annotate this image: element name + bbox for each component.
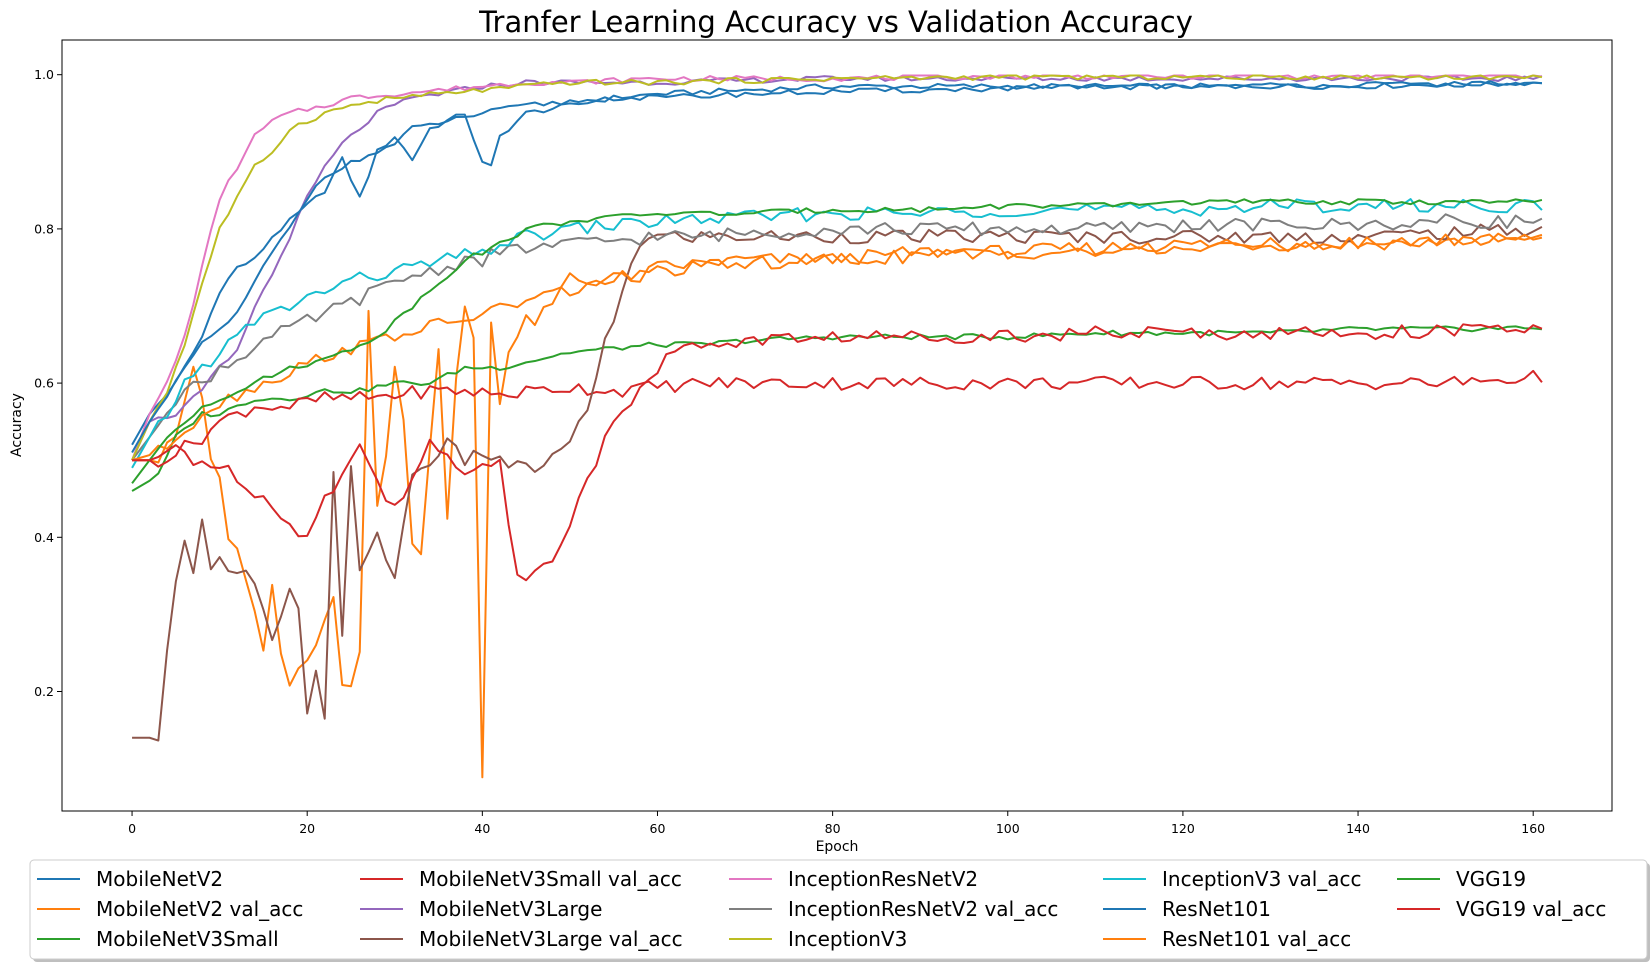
y-tick-label: 0.8 xyxy=(34,221,54,236)
legend-item-vgg19-val-acc: VGG19 val_acc xyxy=(1397,897,1606,921)
series-line-inceptionv3 xyxy=(131,74,1543,461)
x-tick-label: 100 xyxy=(996,821,1020,836)
legend-item-resnet101: ResNet101 xyxy=(1103,897,1271,921)
x-tick-label: 40 xyxy=(474,821,490,836)
legend-item-mobilenetv3large: MobileNetV3Large xyxy=(360,897,602,921)
legend-label: MobileNetV3Small xyxy=(96,927,279,951)
legend-label: VGG19 xyxy=(1456,867,1526,891)
legend-item-vgg19: VGG19 xyxy=(1397,867,1526,891)
series-line-resnet101-val-acc xyxy=(131,232,1543,462)
x-tick-label: 20 xyxy=(299,821,315,836)
series-line-inceptionresnetv2-val-acc xyxy=(131,213,1543,461)
x-tick-label: 160 xyxy=(1521,821,1545,836)
legend-item-mobilenetv3small-val-acc: MobileNetV3Small val_acc xyxy=(360,867,682,891)
series-line-inceptionv3-val-acc xyxy=(131,198,1543,469)
legend-label: ResNet101 xyxy=(1162,897,1271,921)
legend-item-inceptionv3-val-acc: InceptionV3 val_acc xyxy=(1103,867,1362,891)
x-axis-label: Epoch xyxy=(816,839,859,855)
y-tick-label: 1.0 xyxy=(34,67,54,82)
legend-label: MobileNetV2 val_acc xyxy=(96,897,303,921)
legend-item-inceptionv3: InceptionV3 xyxy=(729,927,907,951)
legend-label: MobileNetV3Small val_acc xyxy=(419,867,682,891)
series-line-inceptionresnetv2 xyxy=(131,74,1543,461)
legend-label: MobileNetV3Large val_acc xyxy=(419,927,683,951)
series-layer xyxy=(131,74,1543,779)
legend-item-mobilenetv2-val-acc: MobileNetV2 val_acc xyxy=(37,897,303,921)
series-line-mobilenetv2 xyxy=(131,79,1543,446)
legend-box xyxy=(29,859,1648,960)
plot-frame xyxy=(61,39,1613,812)
x-tick-label: 140 xyxy=(1346,821,1370,836)
legend-item-inceptionresnetv2: InceptionResNetV2 xyxy=(729,867,978,891)
y-axis-ticks: 0.2 0.4 0.6 0.8 1.0 xyxy=(34,67,62,699)
series-line-vgg19-val-acc xyxy=(132,323,1543,582)
x-tick-label: 60 xyxy=(650,821,666,836)
y-tick-label: 0.2 xyxy=(34,684,54,699)
legend-items: MobileNetV2 MobileNetV2 val_acc MobileNetV… xyxy=(37,867,1606,951)
y-tick-label: 0.4 xyxy=(34,530,54,545)
legend: MobileNetV2 MobileNetV2 val_acc MobileNetV… xyxy=(29,859,1650,962)
chart-title: Tranfer Learning Accuracy vs Validation … xyxy=(478,5,1193,39)
legend-label: InceptionV3 val_acc xyxy=(1162,867,1362,891)
series-line-mobilenetv3large-val-acc xyxy=(132,223,1543,742)
legend-item-inceptionresnetv2-val-acc: InceptionResNetV2 val_acc xyxy=(729,897,1058,921)
legend-item-mobilenetv3large-val-acc: MobileNetV3Large val_acc xyxy=(360,927,683,951)
legend-label: InceptionResNetV2 val_acc xyxy=(788,897,1058,921)
series-line-mobilenetv3large xyxy=(131,74,1543,461)
series-line-mobilenetv3small-val-acc xyxy=(132,369,1543,468)
legend-label: MobileNetV3Large xyxy=(419,897,602,921)
x-axis-ticks: 0 20 40 60 80 100 120 140 160 xyxy=(128,811,1545,836)
legend-label: InceptionV3 xyxy=(788,927,907,951)
legend-item-mobilenetv3small: MobileNetV3Small xyxy=(37,927,279,951)
x-tick-label: 80 xyxy=(825,821,841,836)
legend-label: VGG19 val_acc xyxy=(1456,897,1606,921)
y-tick-label: 0.6 xyxy=(34,376,54,391)
legend-label: ResNet101 val_acc xyxy=(1162,927,1351,951)
series-line-vgg19 xyxy=(131,198,1543,484)
y-axis-label: Accuracy xyxy=(9,393,25,457)
series-line-mobilenetv2-val-acc xyxy=(132,233,1543,779)
x-tick-label: 0 xyxy=(128,821,136,836)
legend-item-mobilenetv2: MobileNetV2 xyxy=(37,867,223,891)
legend-label: MobileNetV2 xyxy=(96,867,223,891)
legend-item-resnet101-val-acc: ResNet101 val_acc xyxy=(1103,927,1351,951)
x-tick-label: 120 xyxy=(1171,821,1195,836)
legend-label: InceptionResNetV2 xyxy=(788,867,978,891)
series-line-resnet101 xyxy=(131,80,1543,453)
